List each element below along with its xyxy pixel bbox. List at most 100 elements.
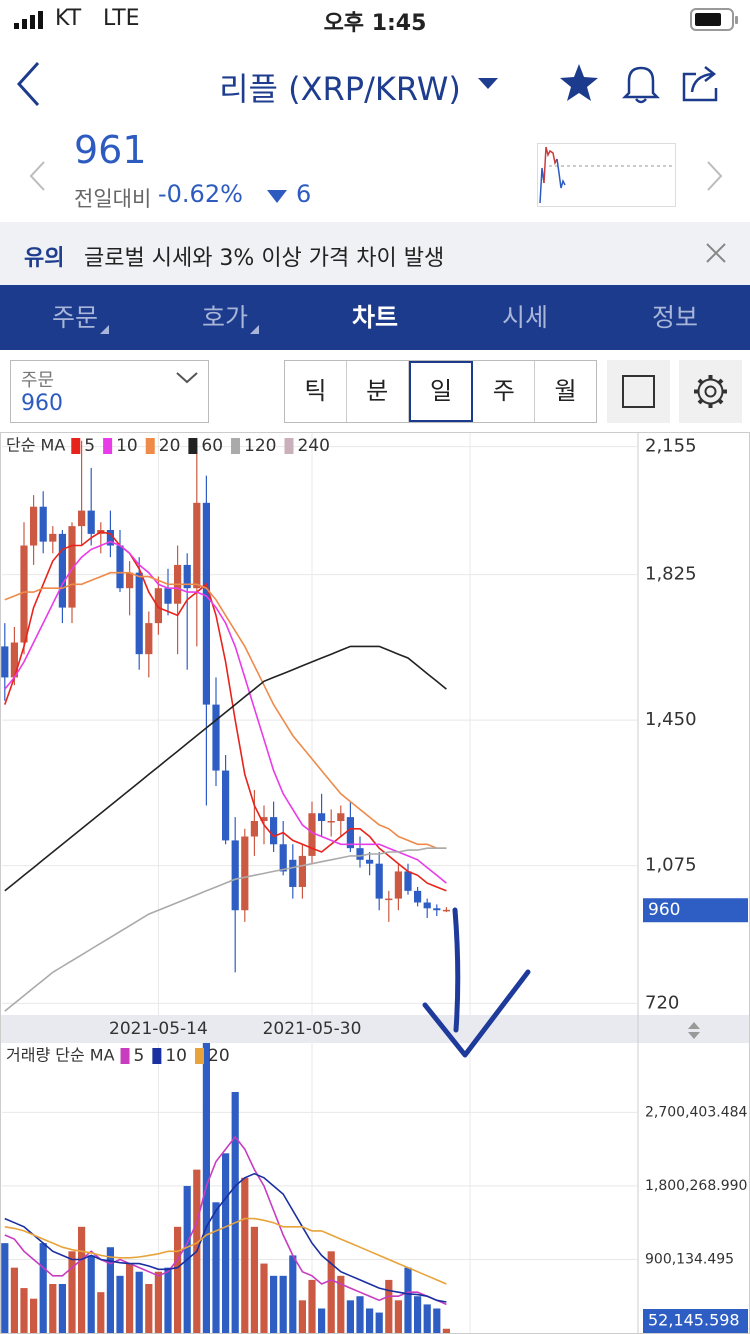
volume-bar (164, 1267, 172, 1333)
interval-button[interactable]: 일 (408, 361, 474, 422)
tab[interactable]: 정보 (600, 285, 750, 350)
tab[interactable]: 호가 (150, 285, 300, 350)
ma-line (4, 540, 447, 884)
legend-title: 거래량 단순 MA (6, 1046, 115, 1065)
interval-button[interactable]: 월 (554, 377, 577, 405)
change-percent: -0.62% (158, 180, 243, 208)
y-tick-label: 720 (645, 992, 679, 1013)
candle-body (193, 502, 201, 589)
candle-body (423, 902, 431, 909)
share-button[interactable] (680, 62, 722, 104)
notice-tag: 유의 (24, 246, 65, 271)
ma-line (4, 1172, 447, 1303)
interval-button[interactable]: 분 (347, 361, 409, 422)
candle-body (1, 646, 9, 678)
legend-label: 20 (208, 1046, 230, 1066)
ma-line (4, 1217, 447, 1285)
back-button[interactable] (14, 60, 44, 108)
volume-bar (366, 1308, 374, 1333)
legend-label: 120 (244, 436, 276, 456)
candle-body (279, 844, 287, 872)
battery-icon (690, 8, 738, 31)
volume-bar (346, 1300, 354, 1333)
tab-bar: 주문 호가 차트 시세 정보 (0, 285, 750, 350)
ma-line (4, 645, 447, 892)
candle-body (78, 510, 86, 527)
current-price-tag (643, 898, 748, 923)
tab-label: 정보 (651, 303, 698, 332)
legend-label: 10 (116, 436, 138, 456)
volume-bar (308, 1279, 316, 1333)
interval-button[interactable]: 주 (473, 361, 536, 422)
candle-body (183, 564, 191, 589)
alert-button[interactable] (620, 62, 662, 104)
volume-bar (1, 1243, 9, 1333)
candle-body (346, 817, 354, 849)
title-caret[interactable] (478, 78, 498, 90)
candle-body (289, 859, 297, 887)
tab-label: 시세 (501, 303, 548, 332)
prev-button[interactable] (28, 160, 48, 192)
candle-body (433, 908, 441, 911)
hand-drawn-arrow (422, 907, 531, 1058)
candle-body (250, 821, 258, 837)
volume-bar (126, 1263, 134, 1333)
settings-button[interactable] (679, 360, 742, 423)
interval-button[interactable]: 틱 (285, 361, 347, 422)
ma-line (4, 1135, 447, 1306)
candle-body (414, 890, 422, 903)
candle-body (260, 817, 268, 821)
volume-bar (270, 1275, 278, 1333)
resize-handle[interactable] (688, 1022, 700, 1039)
current-price: 961 (74, 128, 147, 172)
volume-bar (68, 1251, 76, 1333)
volume-bar (260, 1263, 268, 1333)
volume-bar (135, 1271, 143, 1333)
candle-body (202, 502, 210, 705)
notice-bar: 유의 글로벌 시세와 3% 이상 가격 차이 발생 (0, 222, 750, 285)
tab-marker (250, 325, 259, 334)
notice-close[interactable] (705, 242, 727, 264)
order-select[interactable]: 주문 960 (10, 360, 209, 423)
current-price-label: 960 (648, 900, 680, 920)
candle-body (385, 898, 393, 901)
carrier: KT (55, 6, 82, 31)
interval-selector: 틱 분 일 주 월 (284, 360, 597, 423)
legend-title: 단순 MA (6, 436, 65, 455)
favorite-button[interactable] (558, 62, 600, 104)
volume-bar (49, 1283, 57, 1333)
candle-body (135, 572, 143, 655)
candle-body (366, 859, 374, 864)
volume-bar (337, 1275, 345, 1333)
layout-button[interactable] (607, 360, 670, 423)
volume-bar (20, 1288, 28, 1333)
network: LTE (103, 6, 140, 31)
candle-body (10, 642, 18, 678)
volume-bar (279, 1275, 287, 1333)
x-tick-label: 2021-05-30 (263, 1019, 362, 1039)
volume-bar (10, 1267, 18, 1333)
volume-bar (375, 1312, 383, 1333)
volume-bar (30, 1298, 38, 1333)
tab[interactable]: 차트 (300, 285, 450, 350)
candle-body (231, 840, 239, 911)
tab[interactable]: 주문 (0, 285, 150, 350)
legend-label: 60 (201, 436, 223, 456)
page-title[interactable]: 리플 (XRP/KRW) (219, 70, 461, 108)
volume-bar (174, 1226, 182, 1333)
candle-body (68, 526, 76, 608)
legend-label: 5 (84, 436, 95, 456)
candle-body (49, 533, 57, 542)
candle-body (116, 545, 124, 589)
candle-body (126, 572, 134, 589)
legend-swatch (284, 438, 294, 454)
candle-body (106, 530, 114, 546)
y-tick-label: 2,155 (645, 436, 697, 457)
candle-body (30, 506, 38, 546)
candle-body (356, 848, 364, 860)
next-button[interactable] (704, 160, 724, 192)
y-tick-label: 1,825 (645, 564, 697, 585)
tab[interactable]: 시세 (450, 285, 600, 350)
tab-label: 주문 (51, 303, 98, 332)
clock: 오후 1:45 (323, 11, 427, 36)
